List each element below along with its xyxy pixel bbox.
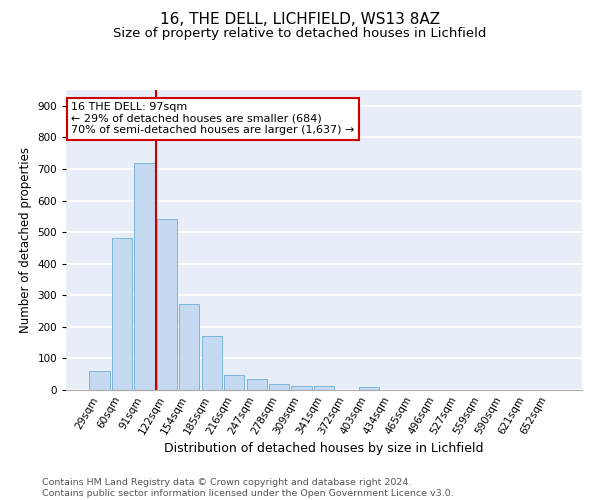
Bar (359, 387, 379, 390)
Bar (292, 386, 311, 390)
Bar (134, 162, 155, 390)
Text: 16, THE DELL, LICHFIELD, WS13 8AZ: 16, THE DELL, LICHFIELD, WS13 8AZ (160, 12, 440, 28)
Bar (89, 371, 110, 390)
Bar (202, 336, 222, 390)
X-axis label: Distribution of detached houses by size in Lichfield: Distribution of detached houses by size … (164, 442, 484, 455)
Bar (269, 384, 289, 390)
Bar (157, 218, 177, 390)
Bar (247, 379, 267, 390)
Text: 16 THE DELL: 97sqm
← 29% of detached houses are smaller (684)
70% of semi-detach: 16 THE DELL: 97sqm ← 29% of detached hou… (71, 102, 355, 135)
Text: Contains HM Land Registry data © Crown copyright and database right 2024.
Contai: Contains HM Land Registry data © Crown c… (42, 478, 454, 498)
Bar (179, 304, 199, 390)
Y-axis label: Number of detached properties: Number of detached properties (19, 147, 32, 333)
Bar (314, 386, 334, 390)
Bar (112, 238, 132, 390)
Bar (224, 375, 244, 390)
Text: Size of property relative to detached houses in Lichfield: Size of property relative to detached ho… (113, 28, 487, 40)
